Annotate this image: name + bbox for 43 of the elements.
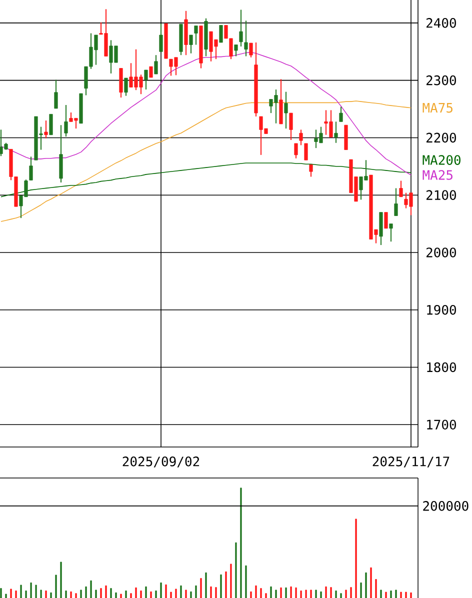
candlestick [284,91,288,130]
y-tick-label: 2200 [426,132,456,143]
y-tick-label: 2000 [426,248,456,258]
y-tick-label: 1800 [427,362,456,372]
candlestick [159,23,163,52]
candlestick [124,78,128,96]
x-tick-label: 2025/09/02 [122,456,200,468]
candlestick [234,44,238,57]
x-tick-label: 2025/11/17 [372,456,450,468]
candlestick [189,34,193,54]
candlestick [64,104,68,138]
candlestick [309,164,313,178]
y-tick-label: 1700 [427,420,456,430]
candlestick [219,24,223,43]
candlestick [239,9,243,47]
candlestick [149,66,153,78]
series-label: MA75 [422,103,452,113]
candlestick [249,42,253,58]
candlestick [394,188,398,216]
candlestick [29,156,33,181]
text: 200000 [423,501,468,511]
series-label: MA200 [422,155,460,165]
candlestick [44,120,48,139]
candlestick [54,79,58,109]
candlestick [299,129,303,146]
candlestick [289,112,293,141]
candlestick [244,20,248,57]
y-tick-label: 2100 [426,190,456,200]
candlestick [389,223,393,242]
candlestick [384,212,388,229]
candlestick [144,70,148,90]
candlestick [294,142,298,159]
y-tick-label: 2400 [426,18,456,28]
candlestick [399,180,403,198]
y-tick-label: 2300 [426,75,456,86]
y-tick-label: 1900 [427,304,456,315]
series-label: MA25 [422,170,452,180]
candlestick [49,114,53,136]
candlestick [154,54,158,75]
candlestick [194,25,198,46]
candlestick [339,106,343,122]
candlestick [304,142,308,161]
candlestick [334,121,338,144]
